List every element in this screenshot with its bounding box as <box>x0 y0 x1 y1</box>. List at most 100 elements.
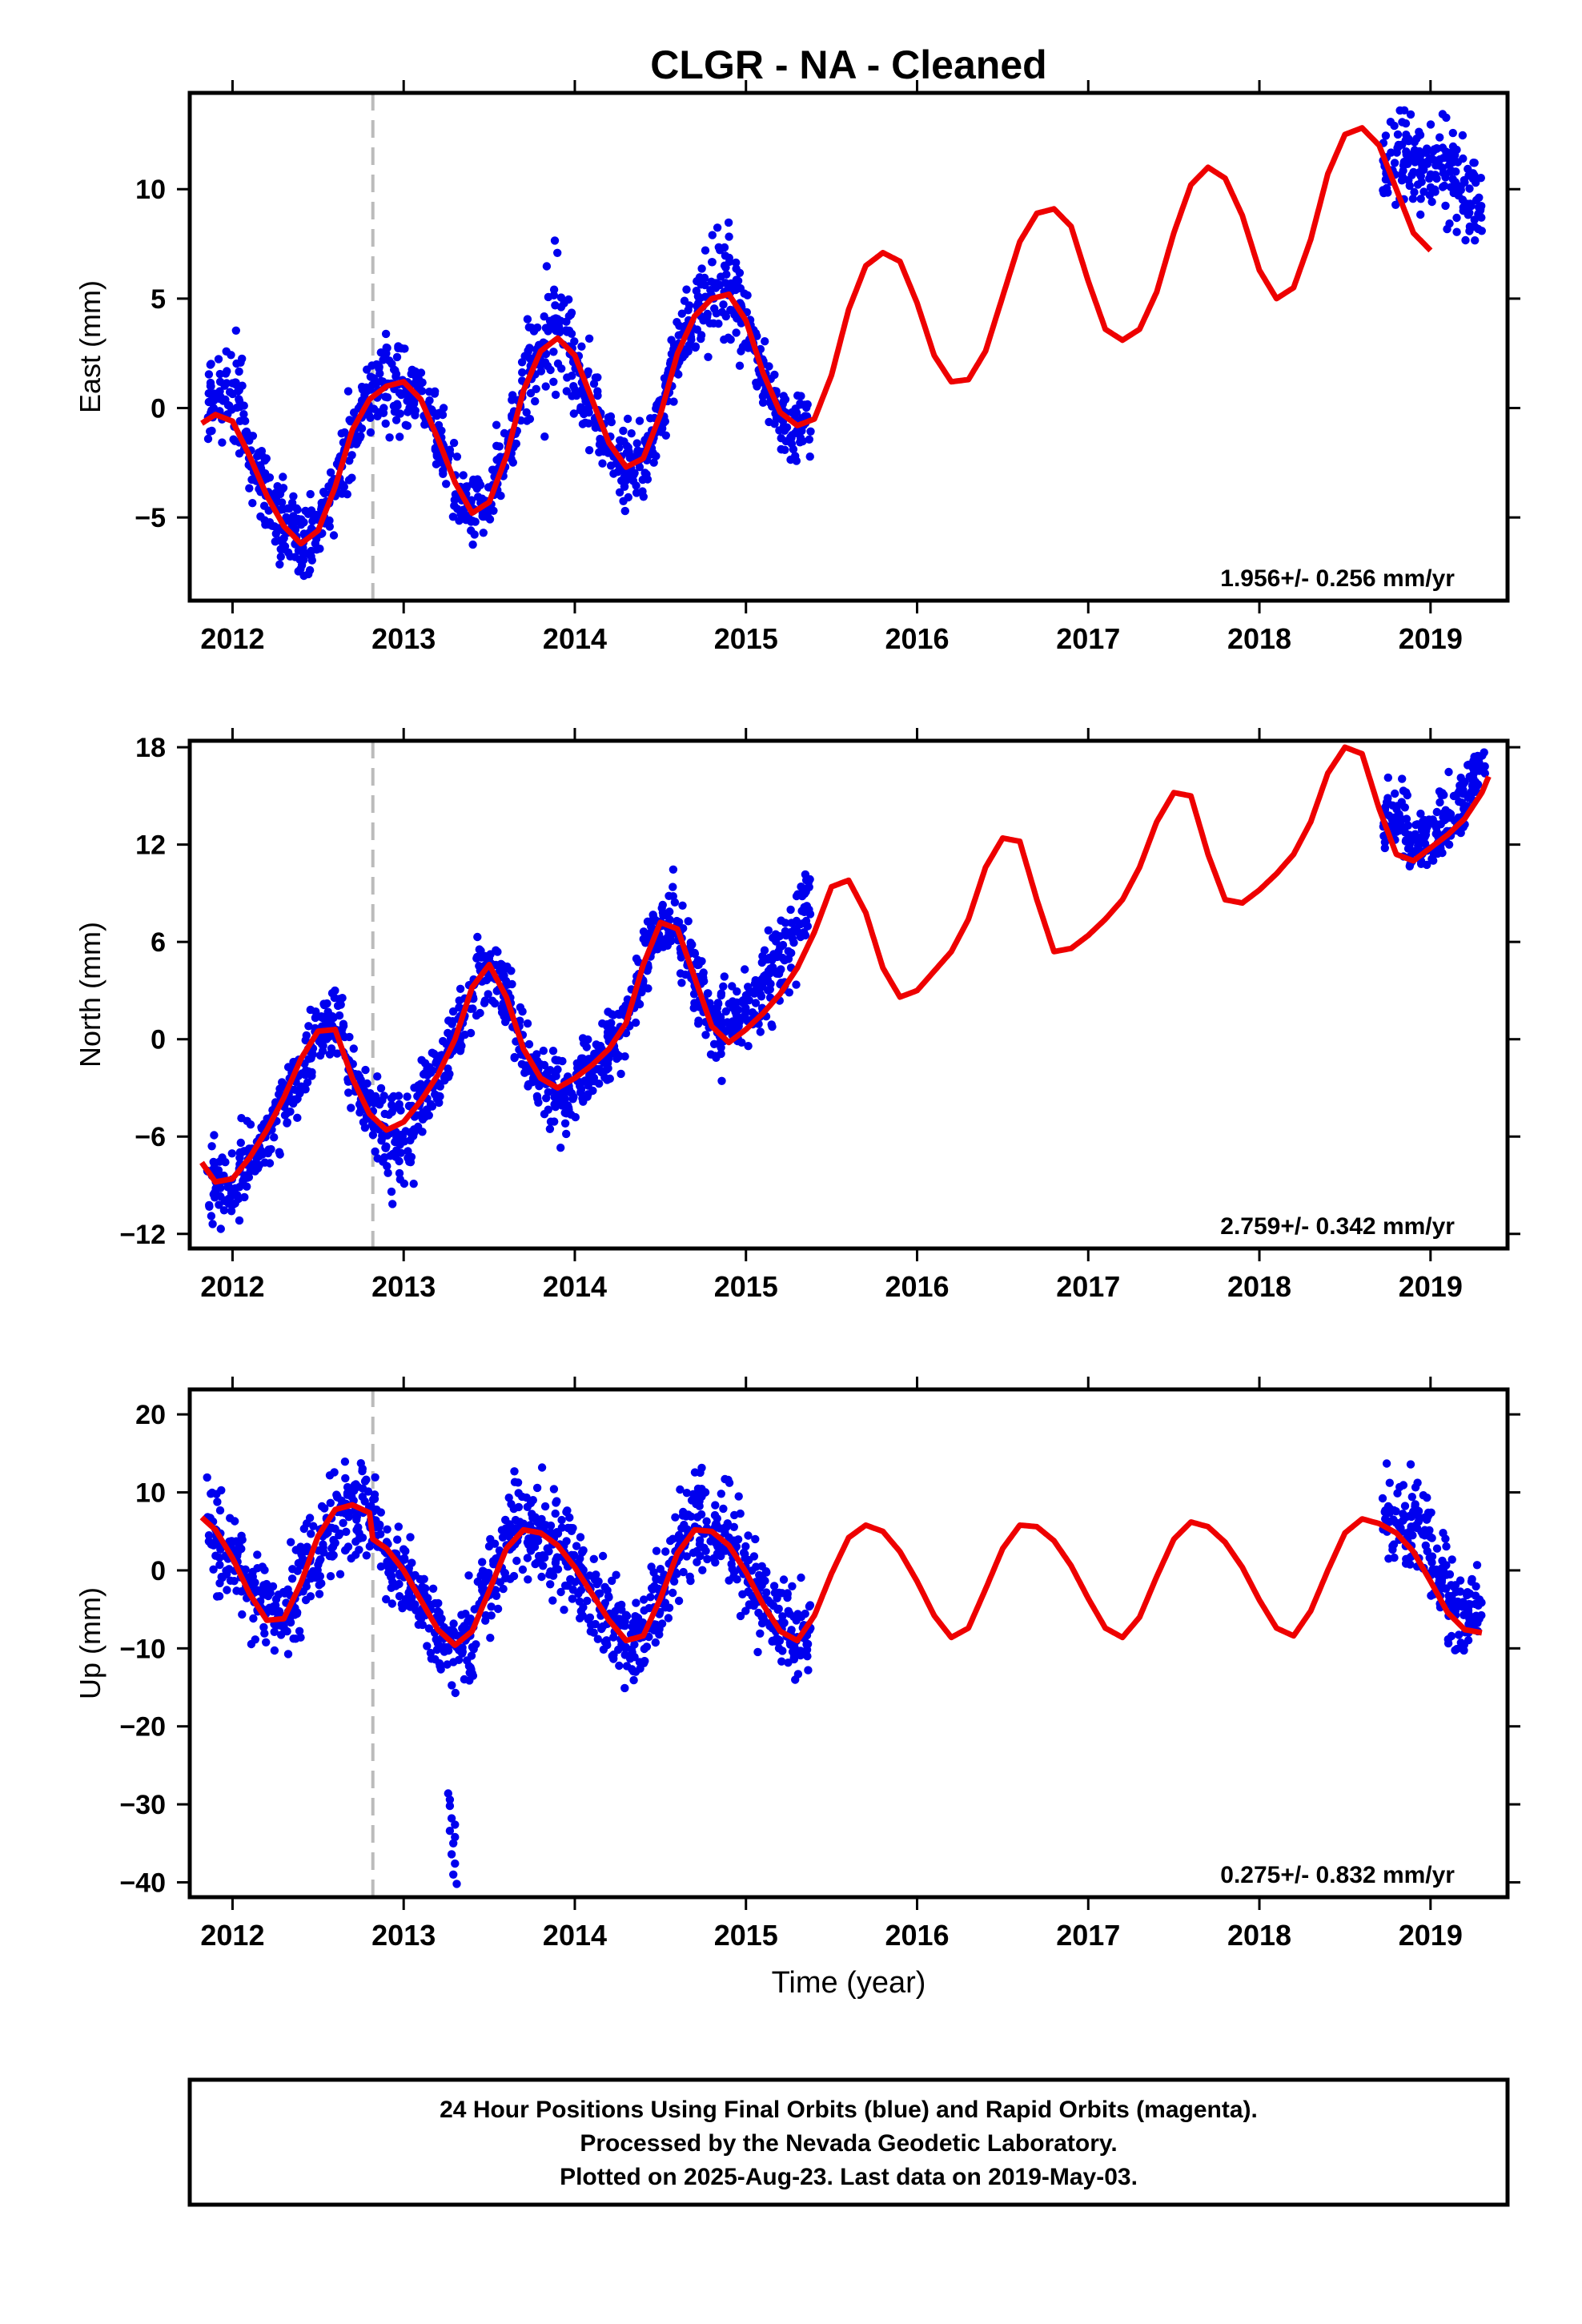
position-point <box>539 1562 548 1570</box>
position-point <box>578 1054 587 1063</box>
position-point <box>1449 1582 1459 1591</box>
position-point <box>1430 145 1439 154</box>
position-point <box>407 1594 416 1603</box>
position-point <box>347 1554 355 1563</box>
position-point <box>389 1092 398 1101</box>
position-point <box>1471 236 1480 245</box>
position-point <box>360 1497 369 1506</box>
x-tick-label: 2017 <box>1056 1919 1120 1952</box>
position-point <box>315 1051 325 1060</box>
position-point <box>544 1547 553 1556</box>
position-point <box>1402 1529 1411 1538</box>
position-point <box>454 1655 464 1664</box>
position-point <box>270 1646 279 1655</box>
position-point <box>1470 159 1479 167</box>
position-point <box>215 1506 225 1515</box>
position-point <box>259 1581 268 1590</box>
position-point <box>674 370 683 379</box>
position-point <box>655 1610 664 1618</box>
position-point <box>741 1542 750 1551</box>
position-point <box>239 410 248 419</box>
position-point <box>394 1522 403 1531</box>
position-point <box>270 1627 279 1637</box>
position-point <box>701 246 710 255</box>
position-point <box>237 1544 246 1554</box>
position-point <box>271 529 280 538</box>
position-point <box>785 1610 794 1618</box>
position-point <box>782 423 792 432</box>
position-point <box>710 304 719 313</box>
position-point <box>711 1520 721 1529</box>
position-point <box>428 1584 438 1594</box>
position-point <box>787 433 796 443</box>
position-point <box>608 1653 618 1663</box>
position-point <box>722 1522 731 1531</box>
position-point <box>1386 118 1395 127</box>
position-point <box>1406 1460 1415 1469</box>
position-point <box>792 980 801 989</box>
panel-north: −12 −6 0 6 12 18 2012 2013 2014 2015 2016 2017 2018 2… <box>74 728 1520 1303</box>
position-point <box>525 415 535 424</box>
y-tick-label: −30 <box>119 1790 166 1820</box>
position-point <box>546 1580 555 1589</box>
position-point <box>557 1101 567 1110</box>
position-point <box>768 955 777 965</box>
position-point <box>626 474 635 483</box>
position-point <box>741 1003 750 1012</box>
position-point <box>297 1550 306 1559</box>
position-point <box>1399 786 1408 795</box>
position-point <box>504 1494 513 1502</box>
position-point <box>518 368 527 377</box>
footer-border <box>187 2077 1510 2207</box>
position-point <box>793 1670 803 1679</box>
position-point <box>339 480 347 490</box>
position-point <box>309 1522 318 1530</box>
position-point <box>697 334 705 344</box>
position-point <box>539 1046 548 1055</box>
position-point <box>744 983 753 991</box>
position-point <box>713 223 722 232</box>
position-point <box>232 359 241 368</box>
position-point <box>561 326 571 335</box>
position-point <box>305 1514 315 1522</box>
position-point <box>370 375 379 384</box>
position-point <box>1411 158 1419 167</box>
position-point <box>227 1185 235 1194</box>
position-point <box>240 1192 249 1202</box>
position-point <box>751 999 761 1007</box>
position-point <box>1391 1507 1400 1516</box>
position-point <box>697 264 706 273</box>
outlier-point <box>449 1870 458 1879</box>
position-point <box>701 280 709 290</box>
position-point <box>591 1619 600 1629</box>
position-point <box>787 1626 796 1634</box>
position-point <box>1456 1638 1466 1647</box>
position-point <box>593 1634 602 1643</box>
y-axis-label: East (mm) <box>74 280 106 413</box>
position-point <box>1413 180 1423 189</box>
position-point <box>395 1100 404 1109</box>
position-point <box>1444 840 1454 849</box>
position-point <box>716 1012 725 1022</box>
position-point <box>456 984 465 994</box>
position-point <box>235 367 243 376</box>
position-point <box>604 1592 613 1601</box>
position-point <box>280 1589 289 1598</box>
position-point <box>524 1534 533 1543</box>
position-point <box>698 970 708 979</box>
position-point <box>337 429 346 438</box>
position-point <box>583 1596 592 1606</box>
position-point <box>358 1466 367 1476</box>
position-point <box>576 1586 586 1594</box>
position-point <box>804 1666 813 1675</box>
position-point <box>669 397 678 406</box>
position-point <box>467 1651 476 1660</box>
position-point <box>631 1018 640 1027</box>
position-point <box>1441 1534 1450 1543</box>
position-point <box>417 387 427 396</box>
position-point <box>619 426 628 436</box>
position-point <box>1406 110 1415 119</box>
position-point <box>556 1587 565 1597</box>
position-point <box>562 387 571 396</box>
position-point <box>624 447 633 456</box>
